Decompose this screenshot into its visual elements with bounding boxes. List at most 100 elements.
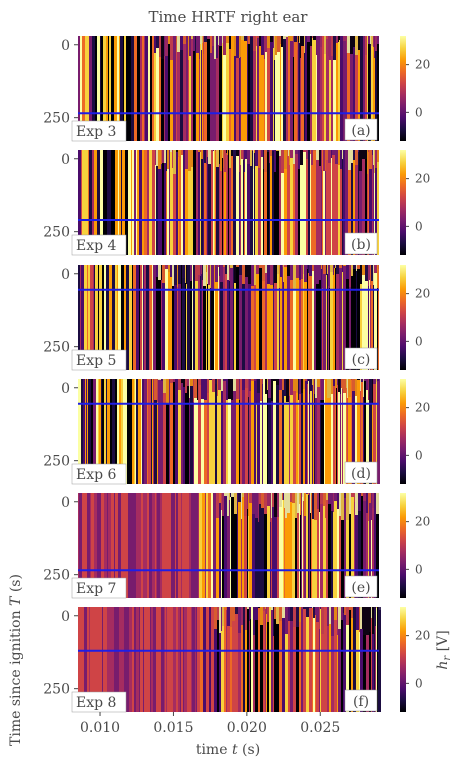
heatmap-stripe bbox=[334, 265, 335, 268]
heatmap-stripe bbox=[118, 265, 121, 370]
heatmap-stripe bbox=[353, 269, 356, 370]
heatmap-stripe bbox=[228, 379, 231, 399]
y-tick-label: 250 bbox=[43, 682, 70, 698]
heatmap-stripe bbox=[208, 265, 210, 285]
heatmap-stripe bbox=[335, 164, 338, 255]
heatmap-stripe bbox=[328, 56, 329, 141]
heatmap-stripe bbox=[161, 59, 164, 141]
colorbar-tick-label: 0 bbox=[415, 562, 423, 576]
heatmap-stripe bbox=[290, 395, 293, 484]
heatmap-stripe bbox=[253, 169, 254, 255]
experiment-label-text: Exp 8 bbox=[76, 695, 116, 711]
heatmap-stripe bbox=[149, 150, 152, 255]
heatmap-stripe bbox=[338, 150, 340, 165]
heatmap-stripe bbox=[292, 493, 295, 503]
experiment-label: Exp 5 bbox=[71, 349, 127, 371]
heatmap-stripe bbox=[106, 379, 107, 484]
heatmap-stripe bbox=[216, 493, 219, 518]
heatmap-stripe bbox=[218, 45, 219, 141]
heatmap-stripe bbox=[244, 516, 247, 598]
heatmap-stripe bbox=[97, 36, 100, 141]
heatmap-stripe bbox=[211, 493, 213, 598]
heatmap-stripe bbox=[139, 265, 140, 370]
heatmap-stripe bbox=[111, 150, 113, 255]
heatmap-stripe bbox=[349, 514, 351, 598]
heatmap-stripe bbox=[212, 392, 215, 484]
heatmap-stripe bbox=[172, 150, 173, 168]
heatmap-stripe bbox=[183, 387, 185, 484]
heatmap-stripe bbox=[331, 607, 334, 636]
heatmap-stripe bbox=[314, 284, 316, 370]
y-axis-label-unit: (s) bbox=[8, 574, 24, 597]
heatmap-stripe bbox=[361, 493, 363, 496]
y-tick-label: 250 bbox=[43, 225, 70, 241]
heatmap-stripe bbox=[281, 47, 283, 141]
heatmap-stripe bbox=[348, 379, 351, 397]
heatmap-stripe bbox=[235, 607, 238, 614]
heatmap-stripe bbox=[319, 166, 321, 255]
heatmap-stripe bbox=[186, 265, 187, 284]
heatmap-stripe bbox=[240, 379, 242, 484]
heatmap-stripe bbox=[171, 493, 172, 598]
heatmap-stripe bbox=[354, 493, 355, 502]
x-tick-label: 0.020 bbox=[227, 720, 267, 736]
heatmap-stripe bbox=[288, 607, 290, 621]
heatmap-stripe bbox=[263, 611, 265, 712]
heatmap-stripe bbox=[368, 44, 370, 141]
heatmap-stripe bbox=[250, 150, 252, 166]
heatmap-stripe bbox=[226, 400, 228, 484]
heatmap-stripe bbox=[247, 607, 249, 609]
heatmap-stripe bbox=[130, 36, 131, 141]
heatmap-stripe bbox=[218, 265, 219, 267]
heatmap-stripe bbox=[322, 150, 323, 255]
heatmap-stripe bbox=[355, 379, 357, 396]
heatmap-stripe bbox=[339, 36, 340, 40]
heatmap-stripe bbox=[193, 493, 195, 598]
heatmap-stripe bbox=[207, 39, 210, 141]
heatmap-stripe bbox=[236, 36, 239, 58]
heatmap-stripe bbox=[183, 493, 185, 598]
heatmap-stripe bbox=[142, 36, 144, 141]
heatmap-stripe bbox=[327, 265, 328, 274]
heatmap-stripe bbox=[317, 38, 320, 141]
heatmap-stripe bbox=[310, 36, 312, 46]
heatmap-stripe bbox=[329, 624, 331, 712]
heatmap-stripe bbox=[361, 382, 363, 484]
heatmap-stripe bbox=[304, 516, 306, 598]
panel-letter-text: (d) bbox=[351, 466, 371, 482]
heatmap-stripe bbox=[218, 267, 219, 370]
heatmap-stripe bbox=[343, 613, 344, 712]
heatmap-stripe bbox=[130, 379, 132, 484]
heatmap-stripe bbox=[377, 150, 379, 162]
heatmap-stripe bbox=[375, 150, 377, 168]
heatmap-stripe bbox=[224, 172, 226, 255]
heatmap-stripe bbox=[161, 265, 162, 280]
heatmap-stripe bbox=[170, 265, 172, 277]
heatmap-stripe bbox=[294, 36, 297, 42]
heatmap-stripe bbox=[203, 265, 206, 286]
heatmap-stripe bbox=[253, 36, 256, 51]
heatmap-stripe bbox=[214, 607, 217, 629]
heatmap-stripe bbox=[372, 493, 374, 508]
heatmap-stripe bbox=[321, 379, 324, 400]
heatmap-stripe bbox=[182, 265, 185, 278]
heatmap-stripe bbox=[216, 518, 219, 598]
heatmap-stripe bbox=[241, 40, 244, 141]
heatmap-stripe bbox=[223, 379, 226, 381]
heatmap-stripe bbox=[219, 503, 221, 598]
heatmap-stripe bbox=[298, 42, 299, 141]
heatmap-stripe bbox=[87, 150, 88, 255]
heatmap-stripe bbox=[222, 626, 224, 712]
heatmap-stripe bbox=[335, 388, 336, 484]
heatmap-stripe bbox=[336, 274, 339, 370]
heatmap-stripe bbox=[112, 379, 115, 484]
heatmap-stripe bbox=[346, 607, 349, 625]
heatmap-stripe bbox=[356, 607, 359, 630]
heatmap-stripe bbox=[211, 607, 214, 712]
heatmap-stripe bbox=[176, 493, 177, 598]
heatmap-stripe bbox=[366, 493, 368, 513]
heatmap-stripe bbox=[229, 150, 231, 168]
heatmap-stripe bbox=[331, 36, 333, 56]
heatmap-stripe bbox=[313, 150, 316, 151]
heatmap-stripe bbox=[295, 154, 298, 255]
